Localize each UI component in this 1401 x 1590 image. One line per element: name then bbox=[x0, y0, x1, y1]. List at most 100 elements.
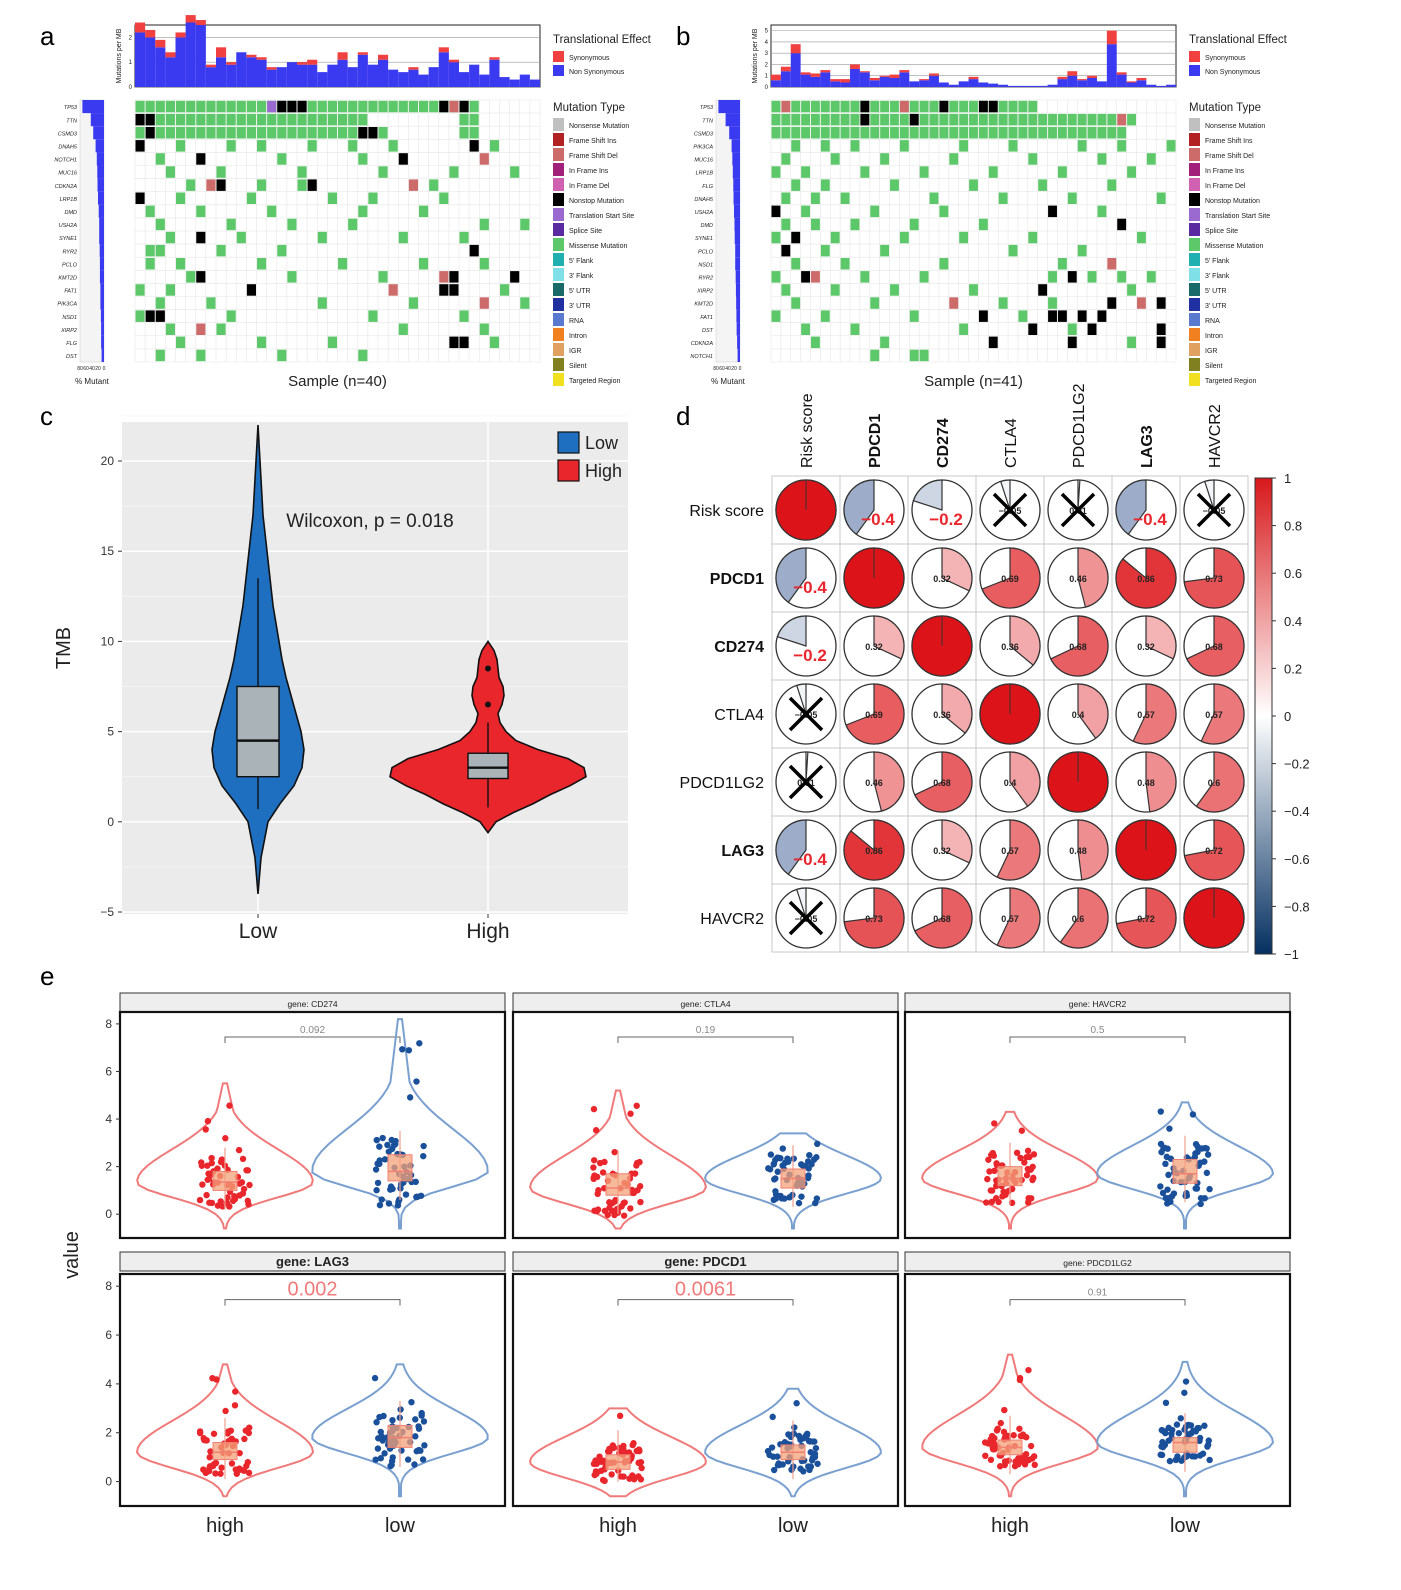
dot-low bbox=[768, 1444, 776, 1451]
pct-mutant-bar bbox=[100, 283, 104, 297]
gene-expression-violins-panel-e: value gene: CD274 0 2 4 6 8 0.092 gene: CTLA4 0.1… bbox=[61, 992, 1292, 1537]
tmb-bar-syn bbox=[929, 73, 939, 76]
mutation-cell-missense bbox=[811, 127, 820, 139]
mutation-cell-missense bbox=[226, 218, 236, 231]
mutation-cell-missense bbox=[998, 297, 1008, 309]
tmb-bar-syn bbox=[1057, 76, 1068, 80]
tmb-bar-syn bbox=[378, 54, 389, 60]
dot-high bbox=[1001, 1406, 1008, 1414]
mutation-cell-missense bbox=[155, 349, 165, 362]
mutation-cell-missense bbox=[919, 127, 929, 139]
mutation-cell-nonstop bbox=[988, 100, 998, 113]
dot-high bbox=[593, 1460, 600, 1467]
tmb-bar-nonsyn bbox=[938, 82, 949, 87]
dot-high bbox=[633, 1159, 641, 1167]
tmb-bar-syn bbox=[1106, 30, 1117, 45]
mutation-cell-missense bbox=[449, 166, 459, 178]
dot-low bbox=[387, 1462, 394, 1470]
mutation-cell-missense bbox=[820, 113, 830, 126]
dot-low bbox=[1204, 1151, 1212, 1158]
dot-high bbox=[590, 1175, 597, 1183]
tmb-bar-nonsyn bbox=[1156, 85, 1167, 87]
mutation-cell-missense bbox=[135, 284, 145, 296]
mutation-cell-missense bbox=[216, 244, 226, 257]
pct-tick-label: 40 bbox=[725, 366, 731, 372]
mutation-cell-missense bbox=[297, 166, 307, 178]
corr-pie-wedge bbox=[1183, 819, 1245, 881]
type-legend-swatch bbox=[1189, 163, 1200, 176]
dot-high bbox=[196, 1196, 204, 1204]
mutation-cell-missense bbox=[155, 127, 165, 139]
effect-legend-title: Translational Effect bbox=[553, 34, 652, 46]
dot-low bbox=[1196, 1437, 1203, 1445]
mutation-cell-missense bbox=[870, 100, 880, 113]
tmb-bar-syn bbox=[195, 20, 206, 25]
dot-low bbox=[377, 1428, 384, 1436]
colorbar-tick-label: −0.2 bbox=[1284, 757, 1310, 772]
corr-pie-wedge bbox=[1115, 479, 1147, 536]
dot-high bbox=[232, 1388, 239, 1395]
mutation-cell-missense bbox=[236, 127, 246, 139]
mutation-cell-missense bbox=[850, 218, 860, 231]
row-label: PDCD1LG2 bbox=[680, 775, 765, 792]
legend-label: High bbox=[585, 461, 622, 481]
type-legend-label: 3' UTR bbox=[1205, 303, 1227, 310]
pct-tick-label: 40 bbox=[89, 366, 95, 372]
mutation-cell-missense bbox=[909, 127, 919, 139]
mutation-cell-missense bbox=[880, 336, 890, 349]
dot-high bbox=[991, 1167, 998, 1175]
dot-high bbox=[617, 1473, 625, 1480]
violin-high bbox=[529, 1407, 707, 1498]
mutation-cell-missense bbox=[1057, 113, 1067, 126]
mutation-cell-missense bbox=[176, 127, 186, 139]
mutation-cell-missense bbox=[899, 140, 909, 152]
dot-high bbox=[601, 1158, 608, 1166]
mutation-cell-missense bbox=[890, 127, 899, 139]
mutation-cell-nonstop bbox=[135, 140, 145, 152]
type-legend-swatch bbox=[553, 178, 564, 191]
mutation-cell-nonstop bbox=[145, 127, 155, 139]
mutation-cell-missense bbox=[949, 153, 959, 165]
dot-high bbox=[591, 1471, 598, 1479]
tmb-bar-nonsyn bbox=[968, 79, 979, 87]
tmb-bar-nonsyn bbox=[958, 81, 969, 87]
mutation-cell-nonstop bbox=[196, 153, 206, 165]
dot-low bbox=[418, 1409, 425, 1417]
dot-low bbox=[1206, 1185, 1213, 1193]
tmb-bar-nonsyn bbox=[519, 74, 530, 87]
dot-high bbox=[999, 1193, 1006, 1200]
corr-pie-wedge bbox=[843, 819, 905, 881]
mutation-cell-nonstop bbox=[135, 113, 145, 126]
gene-label: XIRP2 bbox=[60, 328, 77, 334]
mutation-cell-missense bbox=[1097, 153, 1107, 165]
dot-low bbox=[412, 1433, 419, 1440]
mutation-cell-missense bbox=[520, 297, 530, 309]
dot-low bbox=[378, 1196, 385, 1203]
mutation-cell-missense bbox=[998, 127, 1008, 139]
type-legend-swatch bbox=[1189, 148, 1200, 161]
pct-mutant-bar bbox=[99, 231, 104, 245]
mutation-cell-missense bbox=[358, 100, 368, 113]
dot-low bbox=[397, 1406, 404, 1413]
mutation-cell-missense bbox=[287, 127, 297, 139]
box-outlier bbox=[485, 665, 491, 672]
dot-low bbox=[784, 1158, 792, 1165]
gene-label: SYNE1 bbox=[59, 236, 77, 242]
mutation-cell-missense bbox=[348, 100, 358, 113]
mutation-cell-missense bbox=[135, 100, 145, 113]
mutation-cell-nonstop bbox=[1028, 323, 1038, 335]
gene-label: SYNE1 bbox=[695, 236, 713, 242]
dot-low bbox=[791, 1424, 798, 1431]
mutation-cell-missense bbox=[165, 100, 175, 113]
pct-mutant-bar bbox=[97, 165, 104, 179]
mutation-cell-missense bbox=[1008, 127, 1018, 139]
facet-title: gene: LAG3 bbox=[276, 1254, 349, 1269]
dot-low bbox=[381, 1450, 388, 1457]
mutation-cell-nonstop bbox=[145, 310, 155, 322]
sample-axis-label: Sample (n=40) bbox=[288, 373, 387, 390]
dot-high bbox=[604, 1448, 612, 1455]
dot-low bbox=[413, 1078, 420, 1085]
dot-low bbox=[373, 1136, 380, 1144]
dot-high bbox=[240, 1185, 248, 1193]
dot-high bbox=[1029, 1163, 1036, 1171]
